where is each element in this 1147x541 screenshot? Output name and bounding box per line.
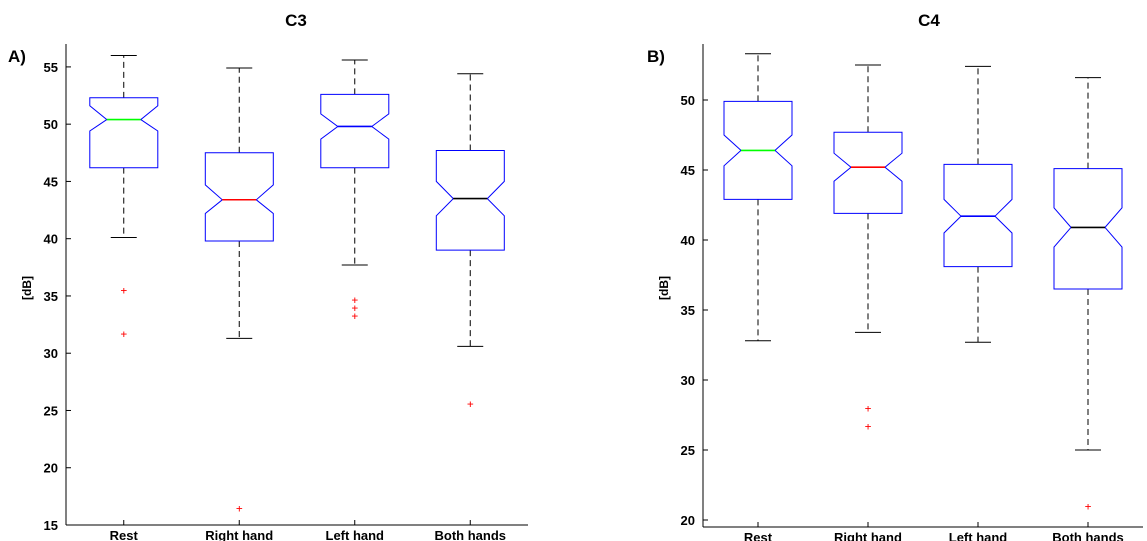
category-label: Both hands: [435, 528, 507, 541]
y-tick-label: 25: [44, 403, 58, 418]
y-axis-label-c4: [dB]: [657, 276, 671, 300]
notched-box: [320, 93, 390, 169]
y-axis-label-c3: [dB]: [20, 276, 34, 300]
notched-box: [204, 152, 274, 242]
outlier-marker: +: [120, 328, 127, 341]
category-label: Both hands: [1052, 530, 1124, 541]
y-tick-label: 45: [681, 163, 695, 178]
outlier-marker: +: [351, 301, 358, 314]
y-tick-label: 30: [44, 346, 58, 361]
category-label: Right hand: [205, 528, 273, 541]
panel-label-a: A): [8, 47, 26, 66]
panel-title-c4: C4: [918, 11, 940, 30]
panel-label-b: B): [647, 47, 665, 66]
category-label: Left hand: [949, 530, 1008, 541]
box-right-hand: ++: [833, 64, 903, 433]
panel-c3: A) C3 [dB] 152025303540455055++Rest+Righ…: [8, 11, 528, 541]
y-tick-label: 55: [44, 60, 58, 75]
y-tick-label: 35: [681, 303, 695, 318]
y-tick-label: 25: [681, 443, 695, 458]
y-tick-label: 40: [44, 232, 58, 247]
outlier-marker: +: [1085, 500, 1092, 513]
box-rest: [723, 53, 793, 342]
box-both-hands: +: [1053, 77, 1123, 513]
y-tick-label: 35: [44, 289, 58, 304]
category-label: Rest: [110, 528, 139, 541]
y-tick-label: 20: [681, 513, 695, 528]
box-left-hand: [943, 65, 1013, 343]
box-right-hand: +: [204, 67, 274, 515]
y-tick-label: 45: [44, 174, 58, 189]
outlier-marker: +: [467, 398, 474, 411]
outlier-marker: +: [351, 293, 358, 306]
category-label: Right hand: [834, 530, 902, 541]
y-tick-label: 50: [44, 117, 58, 132]
box-left-hand: +++: [320, 59, 390, 322]
box-both-hands: +: [435, 73, 505, 411]
notched-box: [943, 163, 1013, 268]
y-tick-label: 50: [681, 93, 695, 108]
outlier-marker: +: [351, 309, 358, 322]
outlier-marker: +: [865, 420, 872, 433]
outlier-marker: +: [120, 284, 127, 297]
notched-box: [435, 150, 505, 251]
outlier-marker: +: [865, 402, 872, 415]
category-label: Rest: [744, 530, 773, 541]
box-rest: ++: [89, 54, 159, 341]
y-tick-label: 40: [681, 233, 695, 248]
y-tick-label: 15: [44, 518, 58, 533]
category-label: Left hand: [326, 528, 385, 541]
notched-box: [833, 131, 903, 214]
y-tick-label: 20: [44, 461, 58, 476]
y-tick-label: 30: [681, 373, 695, 388]
notched-box: [1053, 168, 1123, 290]
outlier-marker: +: [236, 502, 243, 515]
notched-box: [723, 100, 793, 200]
notched-box: [89, 97, 159, 169]
panel-title-c3: C3: [285, 11, 307, 30]
